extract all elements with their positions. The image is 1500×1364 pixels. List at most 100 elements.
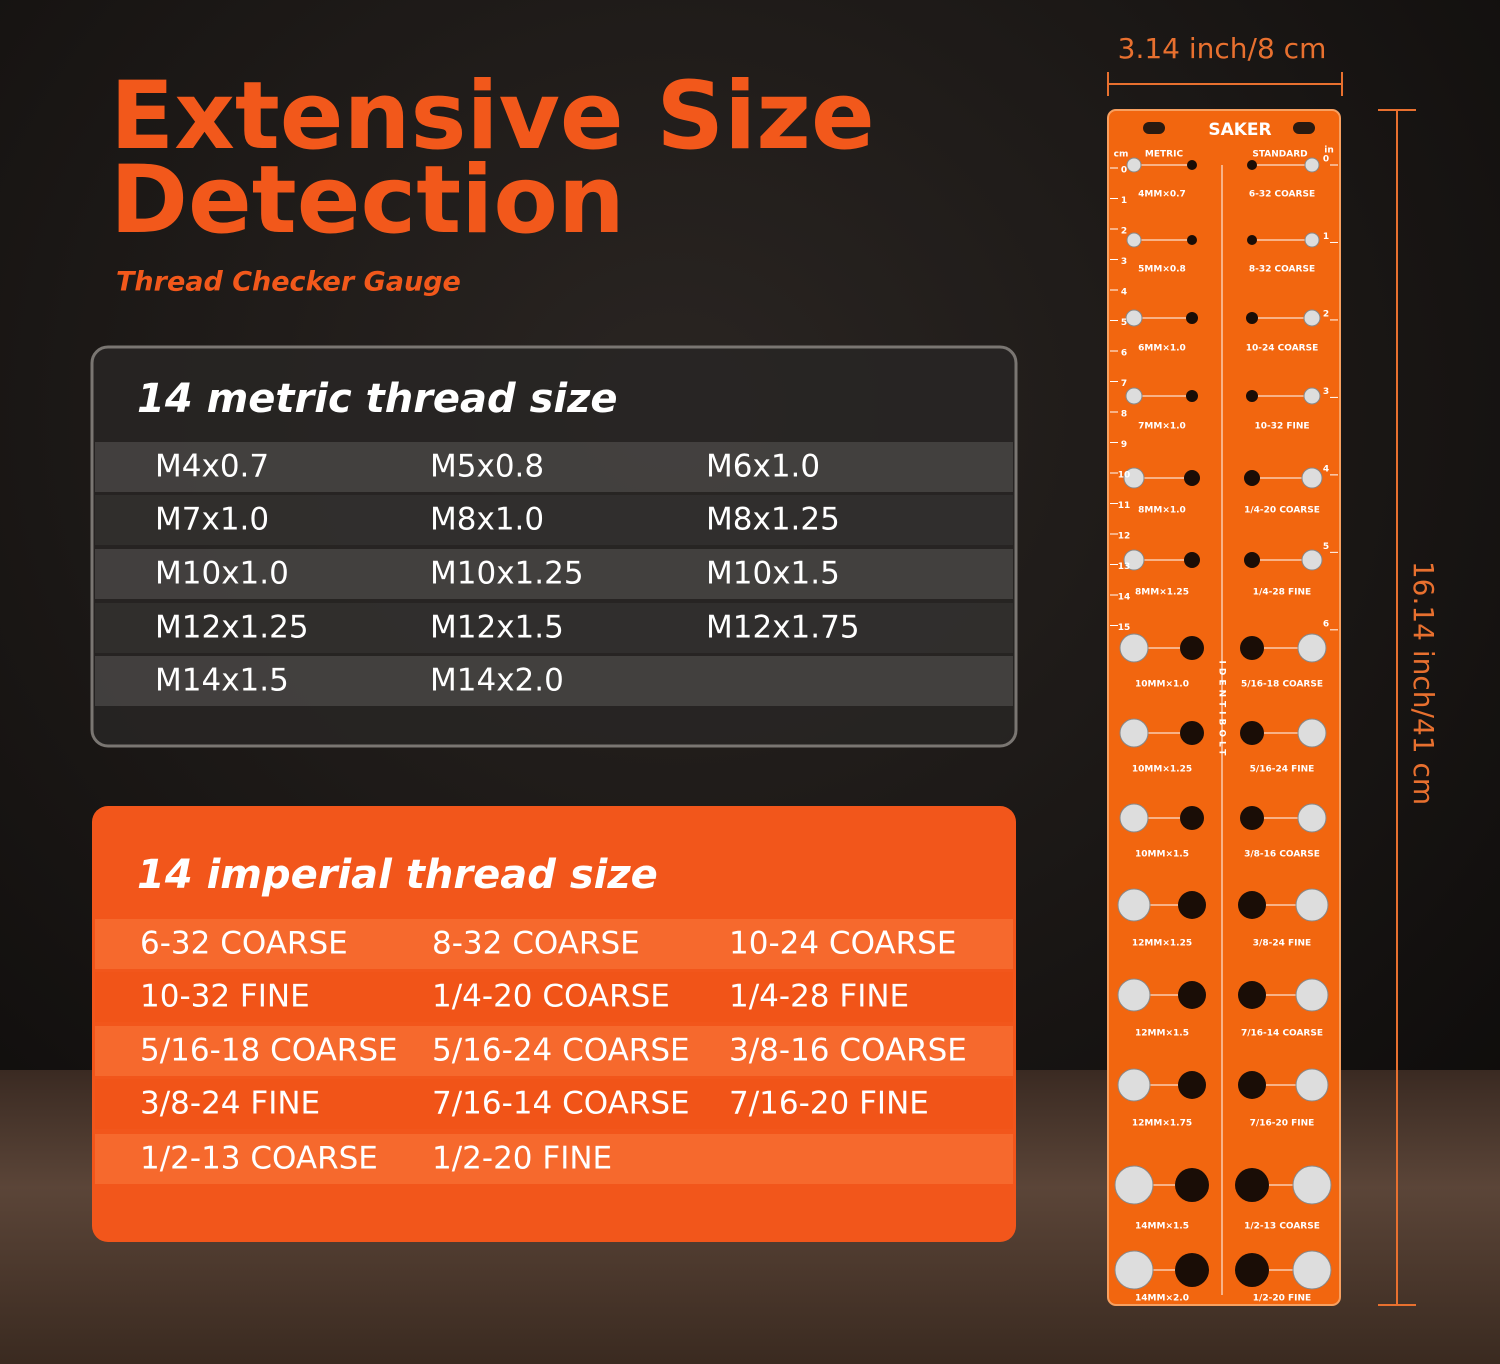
hole xyxy=(1240,806,1264,830)
hole xyxy=(1235,1168,1269,1202)
gauge-label: 6-32 COARSE xyxy=(1249,190,1315,200)
bolt xyxy=(1117,978,1151,1012)
gauge-label: 5/16-18 COARSE xyxy=(1241,680,1323,690)
thread-size: 6-32 COARSE xyxy=(140,926,348,962)
thread-size: 5/16-18 COARSE xyxy=(140,1033,398,1069)
thread-size: 1/2-20 FINE xyxy=(432,1141,612,1177)
thread-size: 5/16-24 COARSE xyxy=(432,1033,690,1069)
in-tick-label: 2 xyxy=(1323,309,1329,319)
hole xyxy=(1180,806,1204,830)
gauge-label: 14MM×1.5 xyxy=(1135,1222,1189,1232)
hole xyxy=(1187,235,1197,245)
gauge-label: 12MM×1.25 xyxy=(1132,939,1192,949)
cm-tick-label: 13 xyxy=(1118,562,1131,572)
gauge-label: 1/2-13 COARSE xyxy=(1244,1222,1320,1232)
thread-size: M6x1.0 xyxy=(706,449,820,485)
bolt xyxy=(1125,387,1143,405)
row-stripe xyxy=(95,442,1013,492)
in-tick-label: 4 xyxy=(1323,464,1329,474)
bolt xyxy=(1126,157,1142,173)
bolt xyxy=(1301,549,1323,571)
thread-size: 10-24 COARSE xyxy=(729,926,956,962)
in-tick-label: 0 xyxy=(1323,155,1329,165)
imperial-title: 14 imperial thread size xyxy=(137,852,658,898)
gauge-label: 10MM×1.5 xyxy=(1135,850,1189,860)
gauge-label: 12MM×1.75 xyxy=(1132,1119,1192,1129)
bolt xyxy=(1303,309,1321,327)
cm-tick-label: 8 xyxy=(1121,410,1127,420)
metric-title: 14 metric thread size xyxy=(137,376,618,422)
bolt xyxy=(1295,978,1329,1012)
hole xyxy=(1240,721,1264,745)
bolt xyxy=(1126,232,1142,248)
in-tick-label: 5 xyxy=(1323,542,1329,552)
gauge-label: 5/16-24 FINE xyxy=(1250,765,1315,775)
gauge-label: 1/4-20 COARSE xyxy=(1244,506,1320,516)
hole xyxy=(1240,636,1264,660)
dimension-lines xyxy=(1107,72,1416,1306)
hole xyxy=(1178,981,1206,1009)
bolt xyxy=(1123,549,1145,571)
bolt xyxy=(1301,467,1323,489)
cm-tick-label: 7 xyxy=(1121,379,1127,389)
gauge-label: 8MM×1.0 xyxy=(1138,506,1186,516)
gauge-label: 1/4-28 FINE xyxy=(1253,588,1311,598)
cm-tick-label: 3 xyxy=(1121,257,1127,267)
gauge-label: 10-24 COARSE xyxy=(1246,344,1318,354)
cm-tick-label: 9 xyxy=(1121,440,1127,450)
row-stripe xyxy=(95,972,1013,1022)
cm-tick-label: 14 xyxy=(1118,593,1131,603)
gauge-label: 8-32 COARSE xyxy=(1249,265,1315,275)
width-label: 3.14 inch/8 cm xyxy=(1118,32,1327,65)
hole xyxy=(1238,981,1266,1009)
hole xyxy=(1184,552,1200,568)
hole xyxy=(1244,552,1260,568)
hole xyxy=(1244,470,1260,486)
thread-size: M12x1.5 xyxy=(430,610,564,646)
thread-size: 8-32 COARSE xyxy=(432,926,640,962)
bolt xyxy=(1295,1068,1329,1102)
gauge-plate xyxy=(1107,109,1341,1306)
hole xyxy=(1187,160,1197,170)
standard-label: STANDARD xyxy=(1252,150,1307,160)
bolt xyxy=(1117,888,1151,922)
bolt xyxy=(1117,1068,1151,1102)
bolt xyxy=(1292,1250,1332,1290)
bolt xyxy=(1304,232,1320,248)
thread-size: M10x1.0 xyxy=(155,556,289,592)
thread-size: M5x0.8 xyxy=(430,449,544,485)
brand: SAKER xyxy=(1208,120,1271,140)
hole xyxy=(1246,312,1258,324)
gauge-label: 1/2-20 FINE xyxy=(1253,1294,1311,1304)
thread-size: M8x1.0 xyxy=(430,502,544,538)
bolt xyxy=(1292,1165,1332,1205)
gauge-label: 10-32 FINE xyxy=(1254,422,1309,432)
slot xyxy=(1293,122,1315,134)
cm-tick-label: 15 xyxy=(1118,623,1131,633)
bolt xyxy=(1303,387,1321,405)
thread-size: M12x1.25 xyxy=(155,610,309,646)
bolt xyxy=(1304,157,1320,173)
hole xyxy=(1246,390,1258,402)
gauge-label: 14MM×2.0 xyxy=(1135,1294,1189,1304)
row-stripe xyxy=(95,549,1013,599)
in-tick-label: 6 xyxy=(1323,619,1329,629)
hole xyxy=(1247,235,1257,245)
thread-size: 1/4-20 COARSE xyxy=(432,979,670,1015)
gauge-label: 7MM×1.0 xyxy=(1138,422,1186,432)
hole xyxy=(1175,1168,1209,1202)
title: Detection xyxy=(110,146,625,255)
gauge-label: 7/16-14 COARSE xyxy=(1241,1029,1323,1039)
cm-tick-label: 12 xyxy=(1118,532,1131,542)
hole xyxy=(1180,636,1204,660)
hole xyxy=(1238,891,1266,919)
metric-label: METRIC xyxy=(1145,150,1184,160)
thread-size: 7/16-20 FINE xyxy=(729,1086,929,1122)
thread-size: 1/2-13 COARSE xyxy=(140,1141,378,1177)
cm-tick-label: 2 xyxy=(1121,227,1127,237)
cm-tick-label: 10 xyxy=(1118,471,1131,481)
row-stripe xyxy=(95,919,1013,969)
thread-size: M10x1.25 xyxy=(430,556,584,592)
gauge-label: 8MM×1.25 xyxy=(1135,588,1189,598)
